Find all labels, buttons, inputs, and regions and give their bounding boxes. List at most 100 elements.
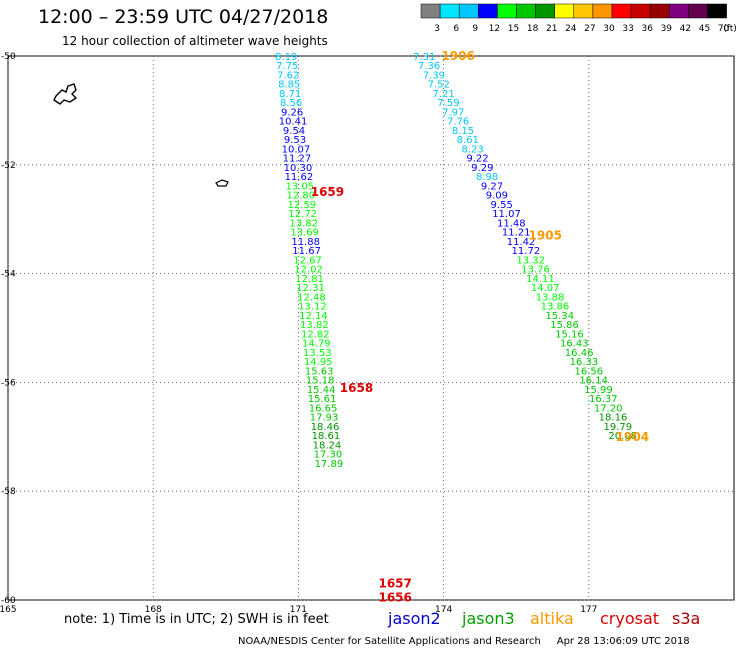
wave-height-value: 13.88 [536, 292, 565, 303]
legend-tick-label: 21 [546, 24, 557, 34]
wave-height-value: 13.82 [300, 320, 329, 331]
pass-time-label: 1904 [616, 430, 649, 444]
legend-tick-label: 6 [453, 24, 459, 34]
legend-swatch [420, 3, 441, 19]
wave-height-value: 10.30 [284, 163, 313, 174]
wave-height-value: 11.72 [512, 246, 541, 257]
legend-tick-label: 27 [584, 24, 595, 34]
legend-swatch [439, 3, 460, 19]
wave-height-value: 19.79 [604, 422, 633, 433]
legend-swatch [707, 3, 727, 19]
wave-height-value: 9.22 [466, 154, 488, 165]
legend-swatch [497, 3, 517, 19]
pass-time-label: 1659 [311, 185, 344, 199]
x-tick-label: 168 [145, 605, 162, 615]
wave-height-value: 15.16 [555, 329, 584, 340]
legend-jason3: jason3 [462, 609, 515, 628]
wave-height-value: 15.63 [305, 366, 334, 377]
wave-height-value: 8.15 [452, 126, 474, 137]
wave-height-value: 9.55 [491, 200, 513, 211]
islands [53, 83, 229, 187]
wave-height-value: 20.08 [608, 431, 637, 442]
y-tick-label: -50 [1, 52, 16, 62]
wave-height-value: 11.21 [502, 228, 531, 239]
legend-swatch [458, 3, 479, 19]
map-frame [7, 55, 735, 601]
wave-height-value: 17.30 [314, 450, 343, 461]
wave-height-value: 9.27 [481, 181, 503, 192]
graticule [7, 55, 734, 601]
wave-height-value: 12.14 [299, 311, 328, 322]
wave-height-value: 8.61 [457, 135, 479, 146]
wave-height-value: 14.79 [302, 339, 331, 350]
map-subtitle: 12 hour collection of altimeter wave hei… [62, 34, 328, 48]
x-tick-label: 174 [435, 605, 452, 615]
wave-height-value: 8.71 [279, 89, 301, 100]
legend-swatch [554, 3, 575, 19]
wave-height-value: 16.14 [579, 376, 608, 387]
pass-time-label: 1656 [378, 590, 411, 604]
legend-unit-label: (ft) [723, 24, 737, 34]
track-b: 7.317.367.397.527.217.597.977.768.158.61… [413, 49, 649, 444]
wave-height-value: 7.62 [277, 70, 299, 81]
wave-height-value: 13.05 [286, 181, 315, 192]
wave-height-value: 11.42 [507, 237, 536, 248]
x-tick-label: 165 [0, 605, 17, 615]
wave-height-value: 13.86 [541, 302, 570, 313]
credit-text: NOAA/NESDIS Center for Satellite Applica… [238, 636, 690, 647]
wave-height-value: 16.43 [560, 339, 589, 350]
wave-height-value: 7.31 [413, 52, 435, 63]
wave-height-value: 7.39 [423, 70, 445, 81]
wave-height-value: 18.24 [313, 440, 342, 451]
wave-height-value: 15.99 [584, 385, 613, 396]
wave-height-value: 12.82 [301, 329, 330, 340]
legend-s3a: s3a [672, 609, 701, 628]
wave-height-value: 13.76 [521, 265, 550, 276]
legend-swatch [611, 3, 632, 19]
wave-height-value: 15.44 [307, 385, 336, 396]
legend-tick-label: 42 [680, 24, 691, 34]
pass-time-label: 1657 [378, 577, 411, 591]
wave-height-value: 13.82 [289, 218, 318, 229]
wave-height-value: 9.09 [486, 191, 508, 202]
wave-height-value: 8.23 [462, 144, 484, 155]
legend-cryosat: cryosat [600, 609, 660, 628]
legend-tick-label: 45 [699, 24, 710, 34]
legend-tick-label: 36 [641, 24, 653, 34]
wave-height-value: 16.33 [570, 357, 599, 368]
x-tick-label: 177 [580, 605, 597, 615]
wave-height-value: 17.20 [594, 403, 623, 414]
wave-height-value: 11.62 [285, 172, 314, 183]
wave-height-value: 10.41 [279, 117, 308, 128]
wave-height-value: 7.52 [428, 80, 450, 91]
map-title: 12:00 – 23:59 UTC 04/27/2018 [38, 6, 329, 28]
wave-height-value: 9.26 [281, 107, 303, 118]
pass-time-label: 1906 [441, 49, 474, 63]
wave-height-value: 11.88 [291, 237, 320, 248]
wave-height-value: 8.98 [476, 172, 498, 183]
wave-height-value: 14.95 [304, 357, 333, 368]
wave-height-value: 17.93 [310, 413, 339, 424]
wave-height-value: 8.19 [275, 52, 297, 63]
legend-tick-label: 18 [527, 24, 539, 34]
wave-height-value: 13.32 [516, 255, 545, 266]
legend-swatch [669, 3, 689, 19]
pass-time-label: 1905 [529, 229, 562, 243]
wave-height-value: 15.86 [550, 320, 579, 331]
wave-height-value: 9.54 [283, 126, 305, 137]
pass-time-label: 1658 [340, 381, 373, 395]
legend-altika: altika [530, 609, 574, 628]
y-tick-label: -52 [1, 161, 16, 171]
wave-height-value: 18.16 [599, 413, 628, 424]
wave-height-value: 14.11 [526, 274, 555, 285]
wave-height-value: 15.61 [308, 394, 337, 405]
legend-swatch [630, 3, 651, 19]
wave-height-value: 7.36 [418, 61, 440, 72]
wave-height-value: 11.27 [283, 154, 312, 165]
axis-labels: 165 168 171 174 177 -50 -52 -54 -56 -58 -60 [0, 52, 597, 615]
track-a: 8.197.757.628.858.718.569.2610.419.549.5… [275, 52, 412, 604]
wave-height-value: 13.12 [298, 302, 327, 313]
wave-height-value: 12.80 [286, 191, 315, 202]
wave-height-value: 15.34 [545, 311, 574, 322]
